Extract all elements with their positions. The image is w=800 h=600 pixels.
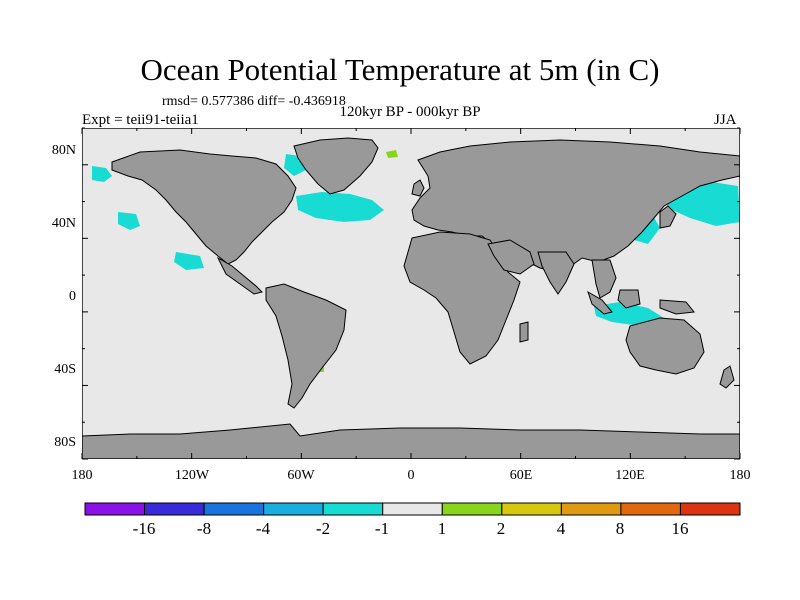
land-north-america xyxy=(111,149,297,265)
colorbar-label-5: -1 xyxy=(375,519,389,538)
land-southeast-asia xyxy=(591,259,617,299)
colorbar-swatch xyxy=(84,502,146,516)
stats-text: rmsd= 0.577386 diff= -0.436918 xyxy=(162,94,346,109)
land-antarctica xyxy=(82,423,740,459)
colorbar-label-4: -2 xyxy=(316,519,330,538)
map-area xyxy=(82,128,740,459)
colorbar-label-8: 4 xyxy=(557,519,566,538)
x-tick-60w: 60W xyxy=(287,468,315,483)
land-australia xyxy=(625,317,705,375)
colorbar-label-9: 8 xyxy=(616,519,625,538)
y-tick-80n: 80N xyxy=(52,143,76,158)
x-tick-180e: 180 xyxy=(730,468,751,483)
anomaly-california xyxy=(118,212,140,230)
x-tick-60e: 60E xyxy=(510,468,533,483)
land-south-america xyxy=(265,283,347,409)
land-madagascar xyxy=(519,321,529,343)
colorbar-label-3: -4 xyxy=(256,519,271,538)
x-tick-180w: 180 xyxy=(72,468,93,483)
anomaly-north-pacific-east xyxy=(92,166,112,182)
colorbar-label-10: 16 xyxy=(672,519,689,538)
colorbar-swatch xyxy=(679,502,741,516)
colorbar-swatch xyxy=(263,502,324,516)
colorbar-swatch xyxy=(203,502,265,516)
land-sumatra xyxy=(587,290,613,315)
anomaly-greenland-sea xyxy=(386,150,398,158)
period-label: 120kyr BP - 000kyr BP xyxy=(339,104,481,120)
y-tick-40s: 40S xyxy=(54,362,76,377)
colorbar-swatch xyxy=(560,502,622,516)
y-tick-40n: 40N xyxy=(52,216,76,231)
land-central-america xyxy=(216,256,263,295)
anomaly-north-atlantic xyxy=(296,192,384,222)
colorbar-swatch xyxy=(144,502,205,516)
map-title: Ocean Potential Temperature at 5m (in C) xyxy=(140,52,660,87)
land-greenland xyxy=(293,137,379,195)
x-tick-0: 0 xyxy=(408,468,415,483)
land-arabia xyxy=(487,239,535,275)
land-japan xyxy=(659,205,677,229)
land-eurasia xyxy=(411,139,740,273)
colorbar-label-2: -8 xyxy=(197,519,211,538)
season-label: JJA xyxy=(714,112,737,128)
anomaly-east-pacific xyxy=(174,252,204,270)
land-masses xyxy=(82,137,740,459)
colorbar-label-1: -16 xyxy=(133,519,156,538)
x-tick-120w: 120W xyxy=(175,468,210,483)
colorbar-swatch xyxy=(322,502,384,516)
axis-ticks xyxy=(81,127,741,460)
y-tick-80s: 80S xyxy=(54,435,76,450)
land-india xyxy=(537,251,575,295)
land-british-isles xyxy=(411,179,425,197)
y-tick-0: 0 xyxy=(69,289,76,304)
colorbar-swatch xyxy=(501,502,562,516)
land-africa xyxy=(403,231,521,365)
colorbar-label-6: 1 xyxy=(438,519,447,538)
colorbar-swatch xyxy=(382,502,443,516)
x-tick-120e: 120E xyxy=(615,468,645,483)
land-new-guinea xyxy=(659,299,695,315)
land-new-zealand xyxy=(719,365,735,389)
colorbar-label-7: 2 xyxy=(497,519,506,538)
colorbar xyxy=(84,502,741,516)
experiment-label: Expt = teii91-teiia1 xyxy=(82,112,199,128)
anomaly-indonesia xyxy=(594,302,664,326)
colorbar-swatch xyxy=(441,502,503,516)
land-borneo xyxy=(617,289,641,309)
colorbar-swatch xyxy=(620,502,681,516)
